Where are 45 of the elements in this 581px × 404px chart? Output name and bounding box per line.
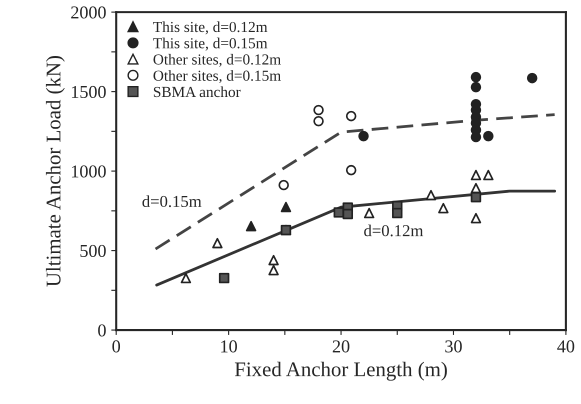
y-tick-label: 2000 xyxy=(71,6,106,19)
legend-label: Other sites, d=0.12m xyxy=(153,54,281,67)
x-tick-label: 0 xyxy=(112,340,120,352)
point xyxy=(526,72,538,84)
point xyxy=(438,202,449,214)
point xyxy=(346,110,356,122)
x-axis-title: Fixed Anchor Length (m) xyxy=(234,362,447,381)
y-tick-label: 1500 xyxy=(72,86,106,98)
point xyxy=(246,220,256,232)
x-tick-label: 20 xyxy=(332,340,350,352)
x-tick-label: 30 xyxy=(445,340,462,352)
point xyxy=(358,130,369,142)
point xyxy=(268,254,279,266)
annotation: d=0.15m xyxy=(142,195,202,208)
point xyxy=(218,272,230,284)
point xyxy=(268,264,279,276)
point xyxy=(313,104,324,116)
point xyxy=(313,116,324,126)
y-tick-label: 0 xyxy=(98,324,106,337)
point xyxy=(278,180,289,190)
y-tick-label: 500 xyxy=(80,244,106,258)
annotation: d=0.12m xyxy=(364,224,424,236)
point xyxy=(346,164,356,176)
point xyxy=(342,208,354,220)
point xyxy=(426,190,436,200)
legend-label: This site, d=0.12m xyxy=(153,21,268,34)
legend-label: Other sites, d=0.15m xyxy=(153,70,281,84)
point xyxy=(470,82,482,92)
point xyxy=(470,170,482,180)
point xyxy=(392,208,402,218)
point xyxy=(470,192,482,202)
point xyxy=(483,170,494,180)
point xyxy=(483,130,494,142)
y-axis-title: Ultimate Anchor Load (kN) xyxy=(46,56,65,287)
y-tick-label: 1000 xyxy=(72,165,106,178)
x-tick-label: 40 xyxy=(557,340,574,352)
point xyxy=(364,208,374,218)
point xyxy=(470,212,482,224)
x-tick-label: 10 xyxy=(221,340,237,352)
point xyxy=(470,72,482,82)
point xyxy=(180,272,192,284)
legend-label: This site, d=0.15m xyxy=(153,38,268,51)
point xyxy=(212,238,223,248)
point xyxy=(280,202,292,212)
legend-label: SBMA anchor xyxy=(154,86,241,98)
